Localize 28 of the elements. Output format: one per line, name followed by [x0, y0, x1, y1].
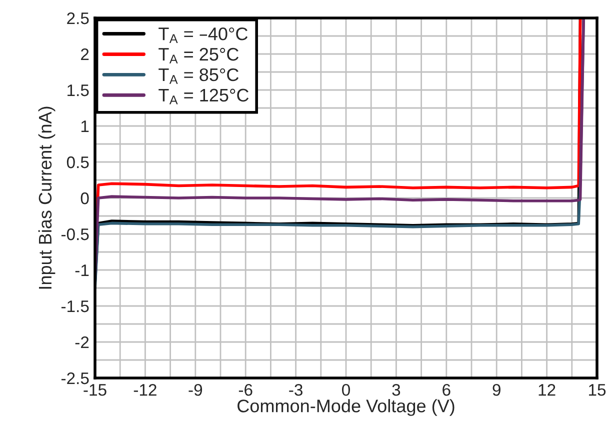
- x-tick-label: 3: [392, 384, 400, 396]
- y-tick-label: -1.5: [61, 300, 89, 312]
- y-tick-label: 0: [80, 192, 89, 204]
- legend-label: T$_{A}$ = 85°C: [158, 68, 239, 84]
- x-tick-label: -3: [289, 384, 302, 396]
- y-axis-title: Input Bias Current (nA): [38, 106, 56, 289]
- y-tick-label: 1: [81, 120, 89, 132]
- x-tick-label: 12: [538, 384, 556, 396]
- x-tick-label: 0: [342, 384, 350, 396]
- x-tick-label: -15: [84, 384, 106, 396]
- legend-label: T$_{A}$ = –40°C: [158, 27, 248, 43]
- x-axis-title: Common-Mode Voltage (V): [238, 399, 454, 416]
- y-tick-label: -2.5: [61, 372, 89, 384]
- y-tick-label: -0.5: [61, 228, 89, 240]
- y-tick-label: 2.5: [67, 12, 89, 24]
- x-tick-label: 6: [442, 384, 450, 396]
- y-tick-label: -2: [75, 336, 89, 348]
- x-tick-label: -9: [188, 384, 202, 396]
- x-tick-label: -6: [238, 384, 252, 396]
- x-tick-label: -12: [134, 384, 156, 396]
- legend-label: T$_{A}$ = 25°C: [158, 48, 239, 64]
- x-tick-label: 9: [492, 384, 500, 396]
- y-tick-label: -1: [75, 264, 89, 276]
- y-tick-label: 0.5: [66, 156, 89, 168]
- legend-label: T$_{A}$ = 125°C: [158, 88, 249, 104]
- y-tick-label: 1.5: [68, 84, 89, 96]
- x-tick-label: 15: [589, 384, 606, 396]
- y-tick-label: 2: [81, 48, 89, 60]
